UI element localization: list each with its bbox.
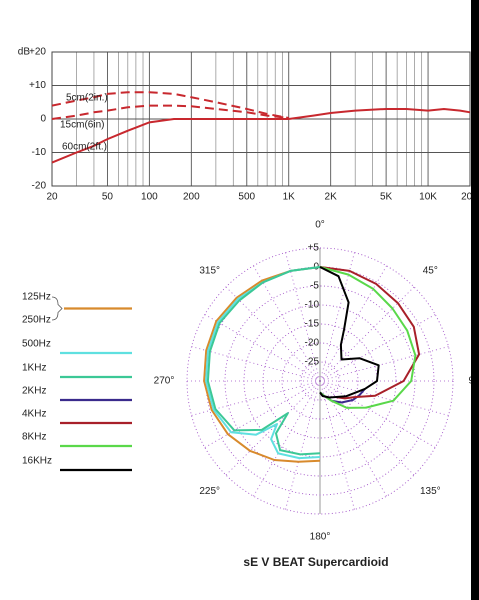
polar-curve: [319, 266, 421, 400]
angle-label: 315°: [199, 265, 220, 276]
r-tick-label: -20: [305, 338, 320, 349]
angle-label: 270°: [154, 376, 175, 387]
x-tick-label: 20K: [461, 192, 479, 203]
x-tick-label: 100: [141, 192, 158, 203]
y-tick-label: -20: [32, 181, 47, 192]
series-label: 5cm(2in.): [66, 93, 108, 104]
ring: [186, 247, 454, 515]
legend-label: 16KHz: [22, 456, 52, 467]
angle-label: 45°: [423, 265, 438, 276]
series-label: 60cm(2ft.): [62, 142, 107, 153]
y-tick-label: +10: [29, 80, 46, 91]
r-tick-label: -10: [305, 300, 320, 311]
x-tick-label: 20: [46, 192, 58, 203]
ring: [224, 285, 416, 477]
ring: [300, 361, 340, 401]
y-axis-label: dB: [18, 47, 31, 58]
legend-label: 8KHz: [22, 432, 46, 443]
angle-label: 180°: [310, 532, 331, 543]
response-line: [51, 107, 471, 164]
r-tick-label: -5: [310, 281, 319, 292]
x-tick-label: 5K: [380, 192, 393, 203]
x-tick-label: 50: [102, 192, 114, 203]
y-tick-label: -10: [32, 147, 47, 158]
legend-bracket: [51, 296, 63, 321]
legend-label: 250Hz: [22, 315, 51, 326]
polar-curve: [319, 266, 417, 409]
response-line: [51, 91, 289, 119]
angle-label: 225°: [199, 486, 220, 497]
x-tick-label: 2K: [325, 192, 338, 203]
polar-curve: [206, 266, 321, 456]
angle-label: 135°: [420, 486, 441, 497]
y-tick-label: 0: [40, 114, 46, 125]
edge-bar: [471, 0, 479, 600]
legend-label: 1KHz: [22, 363, 46, 374]
x-tick-label: 10K: [419, 192, 437, 203]
angle-label: 0°: [315, 220, 325, 231]
x-tick-label: 500: [238, 192, 255, 203]
polar-curve: [319, 266, 380, 399]
legend-label: 2KHz: [22, 386, 46, 397]
polar-curve: [203, 266, 321, 463]
response-line: [51, 104, 289, 120]
legend-label: 4KHz: [22, 409, 46, 420]
r-tick-label: +5: [308, 243, 320, 254]
polar-title: sE V BEAT Supercardioid: [243, 555, 388, 569]
series-label: 15cm(6in): [60, 120, 104, 131]
r-tick-label: -15: [305, 319, 320, 330]
r-tick-label: -25: [305, 357, 320, 368]
x-tick-label: 1K: [283, 192, 296, 203]
y-tick-label: +20: [29, 47, 46, 58]
legend-label: 125Hz: [22, 292, 51, 303]
x-tick-label: 200: [183, 192, 200, 203]
ring: [281, 342, 359, 420]
legend-label: 500Hz: [22, 339, 51, 350]
